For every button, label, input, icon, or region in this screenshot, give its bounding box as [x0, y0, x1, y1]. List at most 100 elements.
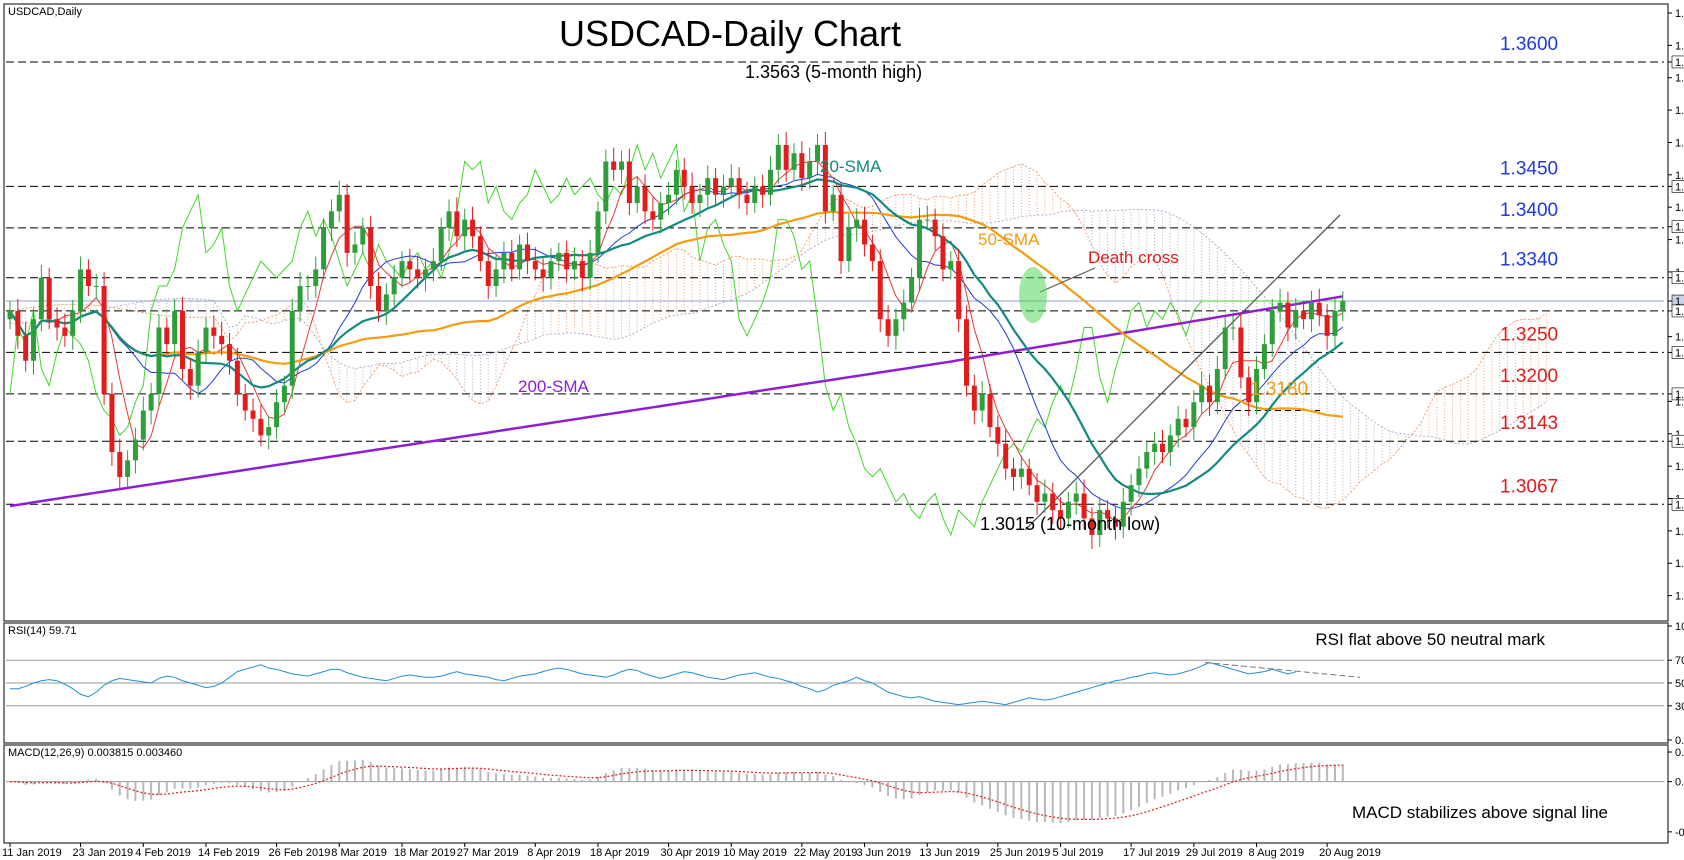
price-tick-label: 1.32500 [1675, 347, 1684, 359]
price-tick-box [1671, 294, 1684, 308]
price-tick-label: 1.34640 [1675, 170, 1684, 182]
price-tick-box [1671, 220, 1684, 233]
candle-bull [1144, 452, 1150, 469]
candle-bear [681, 169, 687, 187]
candle-bear [101, 286, 107, 394]
candle-bull [1261, 344, 1267, 370]
level-label: 1.3450 [1500, 158, 1558, 179]
macd-tick-label: 0.005989 [1675, 747, 1684, 759]
price-tick-label: 1.30350 [1675, 526, 1684, 538]
candle-bear [1089, 518, 1095, 536]
indicator-lines [9, 143, 1344, 537]
candle-bull [328, 211, 334, 228]
horizontal-levels: 1.3600 1.3450 1.3400 1.3340 1.3250 1.3200 1.31… [6, 34, 1664, 505]
candle-bull [791, 153, 797, 170]
candle-bull [438, 227, 444, 262]
time-tick-label: 22 May 2019 [794, 847, 858, 859]
candle-bull [1097, 510, 1103, 536]
candle-bear [1026, 468, 1032, 486]
candle-bull [70, 310, 76, 336]
candle-bear [799, 153, 805, 179]
level-13180-label: 1.3180 [1250, 379, 1308, 400]
candle-bear [932, 219, 938, 237]
candle-bear [862, 219, 868, 245]
candle-bear [1050, 493, 1056, 511]
candle-bull [1340, 301, 1346, 311]
level-label: 1.3143 [1500, 413, 1558, 434]
candle-bear [1034, 485, 1040, 502]
candle-bull [391, 277, 397, 295]
sma50-label: 50-SMA [978, 230, 1040, 249]
price-tick-label: 1.34250 [1675, 202, 1684, 214]
candle-bear [219, 335, 225, 345]
price-tick-label: 1.36000 [1675, 57, 1684, 69]
candle-bull [893, 319, 899, 336]
candle-bear [1285, 302, 1291, 328]
candle-bull [658, 203, 664, 220]
candle-bull [289, 310, 295, 386]
candle-bull [854, 219, 860, 228]
candle-bull [423, 269, 429, 278]
price-tick-label: 1.35420 [1675, 105, 1684, 117]
price-panel-frame [3, 3, 1669, 622]
candle-bear [1301, 310, 1307, 320]
senkou-span-a [9, 163, 1547, 509]
rsi-trend-line [1204, 661, 1361, 678]
ichimoku-cloud [9, 163, 1548, 509]
candle-bear [368, 227, 374, 287]
candle-bear [1207, 385, 1213, 403]
price-tick-label: 1.30670 [1675, 499, 1684, 511]
time-tick-label: 20 Aug 2019 [1319, 847, 1381, 859]
candle-bull [901, 302, 907, 320]
time-tick-label: 5 Jul 2019 [1053, 847, 1104, 859]
price-tick-label: 1.32690 [1675, 332, 1684, 344]
candle-bull [1277, 302, 1283, 311]
candle-bull [305, 286, 311, 288]
candle-bear [1003, 443, 1009, 469]
death-cross-pointer [1039, 267, 1096, 293]
price-tick-box [1671, 271, 1684, 285]
rsi-tick-label: 30.00 [1675, 701, 1684, 713]
candle-bull [752, 186, 758, 204]
level-label: 1.3340 [1500, 250, 1558, 271]
candle-bear [85, 269, 91, 287]
level-label: 1.3200 [1500, 366, 1558, 387]
price-tick-label: 1.31520 [1675, 429, 1684, 441]
level-label: 1.3600 [1500, 34, 1558, 55]
price-tick-box [1671, 304, 1684, 318]
candle-bull [501, 252, 507, 270]
candle-bull [274, 402, 280, 428]
candle-bull [634, 186, 640, 204]
candle-bull [916, 219, 922, 278]
candle-bull [705, 178, 711, 195]
price-tick-box [1671, 55, 1684, 69]
macd-signal-line [9, 764, 1343, 821]
high-annotation: 1.3563 (5-month high) [745, 62, 922, 82]
candle-bull [595, 211, 601, 253]
macd-note: MACD stabilizes above signal line [1352, 803, 1608, 822]
candle-bull [1191, 402, 1197, 428]
time-tick-label: 8 Aug 2019 [1249, 847, 1305, 859]
time-tick-label: 18 Mar 2019 [394, 847, 456, 859]
support-trendline [1024, 214, 1341, 531]
candle-bear [1324, 315, 1330, 336]
candle-bear [1238, 327, 1244, 378]
candle-bull [1269, 310, 1275, 345]
annotations: 1.3563 (5-month high) 1.3015 (10-month lo… [518, 62, 1308, 534]
candle-bull [666, 194, 672, 204]
candle-bear [234, 360, 240, 394]
rsi-note: RSI flat above 50 neutral mark [1315, 630, 1545, 649]
time-tick-label: 18 Apr 2019 [590, 847, 649, 859]
candle-bear [179, 310, 185, 370]
price-tick-label: 1.33119 [1675, 296, 1684, 308]
candle-bear [1112, 518, 1118, 527]
candle-bear [971, 385, 977, 411]
candle-bull [924, 219, 930, 221]
price-tick-label: 1.34015 [1675, 222, 1684, 234]
time-tick-label: 3 Jun 2019 [857, 847, 911, 859]
price-tick-label: 1.33400 [1675, 273, 1684, 285]
candle-bull [1199, 385, 1205, 403]
candle-bear [62, 327, 68, 336]
sma200-line [9, 295, 1344, 508]
